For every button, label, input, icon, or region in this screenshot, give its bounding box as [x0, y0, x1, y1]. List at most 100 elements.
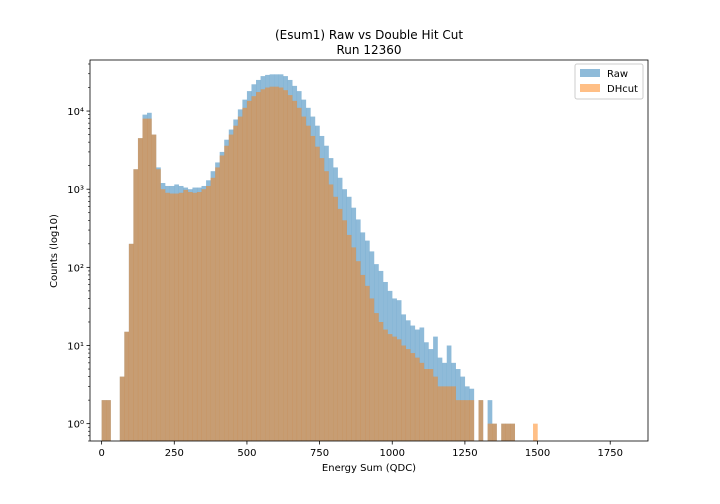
bar-dhcut	[351, 247, 357, 441]
bar-dhcut	[296, 107, 302, 441]
bar-dhcut	[455, 400, 461, 441]
bar-dhcut	[251, 96, 257, 441]
bar-dhcut	[301, 116, 307, 442]
bar-dhcut	[174, 193, 179, 441]
bar-dhcut	[242, 107, 248, 441]
x-axis-label: Energy Sum (QDC)	[322, 463, 416, 474]
bar-dhcut	[256, 92, 261, 442]
bar-dhcut	[224, 145, 229, 441]
bar-dhcut	[233, 125, 239, 441]
chart-title: (Esum1) Raw vs Double Hit Cut	[275, 28, 463, 42]
bar-dhcut	[410, 353, 416, 441]
bar-dhcut	[237, 116, 243, 442]
bar-dhcut	[392, 336, 397, 441]
bar-dhcut	[260, 89, 266, 441]
y-tick-label: 10³	[67, 185, 84, 196]
bar-dhcut	[401, 345, 407, 441]
bar-dhcut	[183, 189, 189, 441]
bar-dhcut	[442, 386, 447, 441]
bar-dhcut	[206, 185, 211, 441]
bar-dhcut	[133, 169, 139, 441]
bar-dhcut	[378, 321, 384, 441]
y-axis-label: Counts (log10)	[49, 214, 60, 288]
bar-dhcut	[365, 285, 370, 441]
chart-subtitle: Run 12360	[337, 43, 402, 57]
bar-dhcut	[106, 400, 111, 441]
bar-raw	[487, 400, 493, 441]
bar-dhcut	[119, 376, 125, 441]
y-tick-label: 10²	[67, 263, 84, 274]
bar-dhcut	[428, 369, 434, 441]
bar-dhcut	[246, 100, 252, 441]
bar-dhcut	[387, 334, 393, 441]
bar-dhcut	[283, 90, 288, 441]
bar-dhcut	[360, 274, 366, 441]
y-tick-label: 10⁴	[67, 107, 84, 118]
bar-dhcut	[405, 349, 411, 441]
bar-dhcut	[469, 400, 475, 441]
x-tick-label: 1250	[452, 448, 477, 459]
legend-label-dhcut: DHcut	[607, 84, 638, 95]
bar-dhcut	[414, 357, 420, 441]
legend-swatch-dhcut	[580, 84, 600, 92]
bar-dhcut	[187, 192, 193, 441]
bar-dhcut	[355, 261, 361, 441]
bar-dhcut	[424, 369, 429, 441]
bar-dhcut	[487, 423, 493, 441]
bar-dhcut	[319, 158, 325, 441]
y-tick-label: 10⁰	[67, 420, 84, 431]
bar-dhcut	[160, 189, 166, 441]
bar-dhcut	[165, 192, 170, 441]
bar-dhcut	[419, 362, 425, 441]
bar-dhcut	[492, 423, 497, 441]
bar-dhcut	[201, 189, 207, 441]
bar-dhcut	[178, 192, 184, 441]
bar-dhcut	[101, 400, 107, 441]
x-tick-label: 0	[98, 448, 104, 459]
x-axis: 0 250 500 750 1000 1250 1500 1750	[98, 441, 623, 459]
bar-dhcut	[156, 169, 161, 441]
x-tick-label: 250	[165, 448, 184, 459]
bar-dhcut	[137, 138, 143, 441]
bar-dhcut	[210, 177, 216, 442]
bar-dhcut	[383, 329, 388, 441]
bar-dhcut	[128, 243, 134, 441]
bar-dhcut	[310, 135, 316, 441]
bar-dhcut	[464, 400, 470, 441]
bar-dhcut	[265, 87, 270, 441]
bar-dhcut	[215, 167, 220, 441]
y-tick-label: 10¹	[67, 342, 84, 353]
bar-dhcut	[142, 118, 148, 442]
bar-dhcut	[437, 386, 443, 441]
bar-dhcut	[292, 100, 298, 441]
bar-dhcut	[124, 331, 130, 441]
bar-dhcut	[460, 400, 466, 441]
bar-dhcut	[342, 220, 347, 441]
bar-dhcut	[374, 313, 379, 441]
x-tick-label: 1000	[380, 448, 405, 459]
bar-dhcut	[396, 339, 402, 441]
bar-dhcut	[169, 193, 175, 441]
bar-dhcut	[228, 134, 234, 441]
bar-dhcut	[446, 386, 452, 441]
legend-label-raw: Raw	[607, 69, 628, 80]
bar-dhcut	[451, 386, 456, 441]
x-tick-label: 1500	[525, 448, 550, 459]
bar-dhcut	[369, 298, 375, 441]
bar-dhcut	[501, 423, 506, 441]
bar-dhcut	[433, 376, 438, 441]
bar-dhcut	[278, 87, 284, 441]
bar-dhcut	[305, 125, 311, 441]
x-tick-label: 1750	[597, 448, 622, 459]
bars-layer	[101, 74, 538, 442]
x-tick-label: 750	[310, 448, 329, 459]
bar-dhcut	[510, 423, 516, 441]
bar-dhcut	[505, 423, 511, 441]
bar-dhcut	[196, 192, 202, 441]
bar-dhcut	[269, 86, 275, 441]
series-dhcut	[101, 86, 538, 442]
plot-frame	[89, 59, 649, 442]
bar-dhcut	[337, 208, 343, 441]
y-axis: 10⁰ 10¹ 10² 10³ 10⁴	[67, 63, 90, 442]
